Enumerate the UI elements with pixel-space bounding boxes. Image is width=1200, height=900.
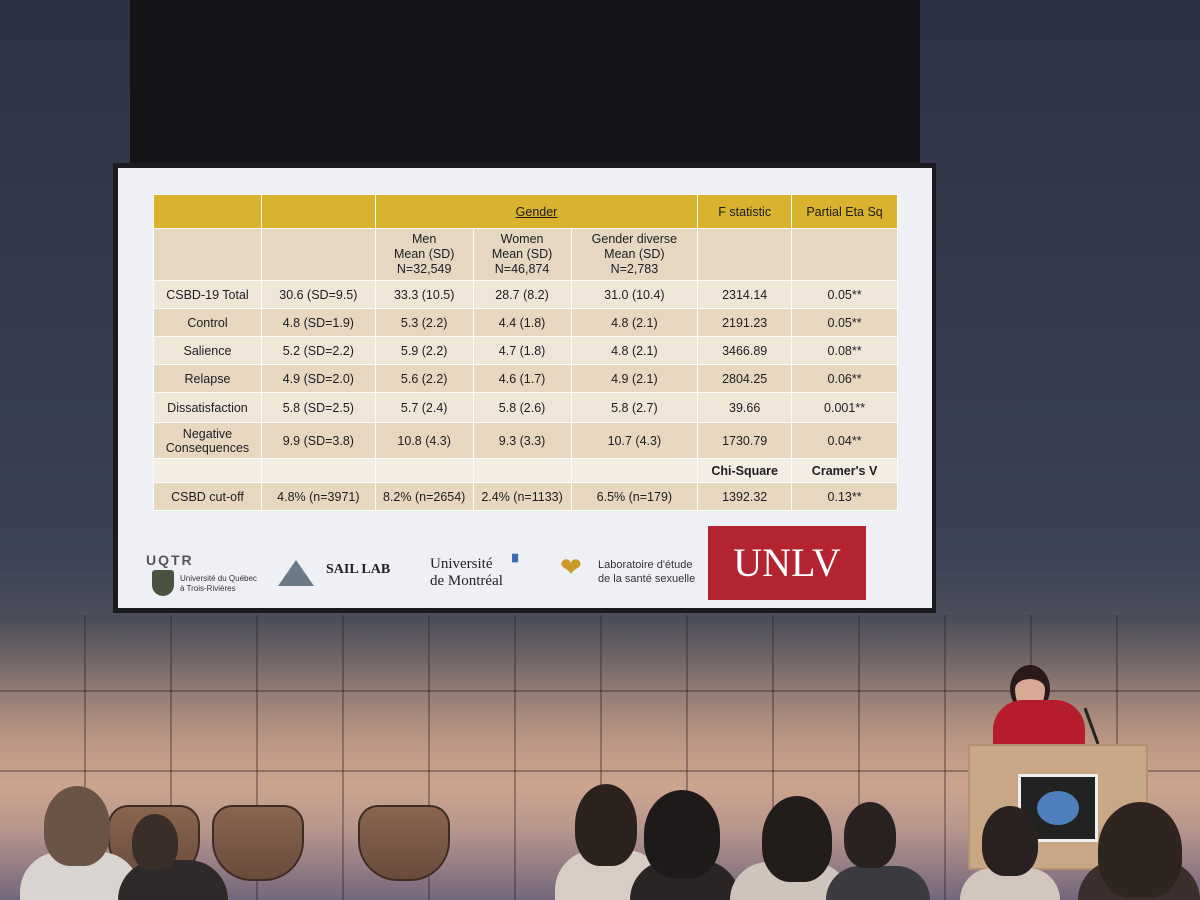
speaker — [993, 700, 1085, 746]
header-partial-eta: Partial Eta Sq — [791, 194, 898, 229]
table-row: CSBD-19 Total 30.6 (SD=9.5) 33.3 (10.5) … — [153, 280, 898, 309]
subheader-gender-diverse: Gender diverse Mean (SD) N=2,783 — [570, 228, 699, 281]
globe-icon — [1037, 791, 1079, 825]
stage-chair — [212, 805, 304, 881]
table-subheader-row: Men Mean (SD) N=32,549 Women Mean (SD) N… — [153, 228, 898, 281]
wall-seam — [0, 690, 1200, 692]
table-row: Salience 5.2 (SD=2.2) 5.9 (2.2) 4.7 (1.8… — [153, 336, 898, 365]
subheader-blank-cell — [697, 228, 793, 281]
wall-seam — [0, 770, 1200, 772]
presentation-slide: Gender F statistic Partial Eta Sq Men Me… — [118, 168, 932, 608]
podium-monitor — [1018, 774, 1098, 842]
results-table: Gender F statistic Partial Eta Sq Men Me… — [153, 194, 898, 511]
cutoff-row: CSBD cut-off 4.8% (n=3971) 8.2% (n=2654)… — [153, 482, 898, 511]
sail-lab-icon — [278, 560, 314, 586]
universite-de-montreal-logo: Université de Montréal — [430, 556, 503, 589]
projection-screen-top — [130, 0, 920, 168]
uqtr-logo-text: UQTR — [146, 552, 194, 568]
sail-lab-logo: SAIL LAB — [326, 562, 391, 577]
udem-emblem-icon: ∎ — [510, 549, 521, 566]
header-f-statistic: F statistic — [697, 194, 793, 229]
audience-head — [762, 796, 832, 882]
header-blank-cell — [153, 194, 262, 229]
logo-strip: UQTR Université du Québec à Trois-Rivièr… — [118, 526, 932, 608]
audience-head — [575, 784, 637, 866]
uqtr-shield-icon — [152, 570, 174, 596]
chi-square-header-row: Chi-Square Cramer's V — [153, 458, 898, 483]
uqtr-name-line2: à Trois-Rivières — [180, 584, 236, 593]
table-row: Control 4.8 (SD=1.9) 5.3 (2.2) 4.4 (1.8)… — [153, 308, 898, 337]
audience-member — [118, 860, 228, 900]
blank-cell — [374, 458, 474, 483]
header-gender: Gender — [374, 194, 699, 229]
blank-cell — [472, 458, 572, 483]
audience-head — [644, 790, 720, 878]
stage-chair — [358, 805, 450, 881]
header-blank-cell — [260, 194, 376, 229]
subheader-blank-cell — [791, 228, 898, 281]
subheader-blank-cell — [153, 228, 262, 281]
audience-head — [844, 802, 896, 868]
table-row: Negative Consequences 9.9 (SD=3.8) 10.8 … — [153, 422, 898, 459]
audience-member — [826, 866, 930, 900]
audience-head — [44, 786, 110, 866]
uqtr-name-line1: Université du Québec — [180, 574, 257, 583]
subheader-women: Women Mean (SD) N=46,874 — [472, 228, 572, 281]
header-chi-square: Chi-Square — [697, 458, 793, 483]
audience-head — [1098, 802, 1182, 898]
subheader-blank-cell — [260, 228, 376, 281]
audience-head — [982, 806, 1038, 876]
table-header-row: Gender F statistic Partial Eta Sq — [153, 194, 898, 229]
table-row: Relapse 4.9 (SD=2.0) 5.6 (2.2) 4.6 (1.7)… — [153, 364, 898, 393]
laboratoire-logo: Laboratoire d'étude de la santé sexuelle — [598, 559, 696, 585]
header-cramers-v: Cramer's V — [791, 458, 898, 483]
blank-cell — [570, 458, 699, 483]
heart-logo-icon: ❤ — [560, 552, 582, 582]
blank-cell — [153, 458, 262, 483]
table-row: Dissatisfaction 5.8 (SD=2.5) 5.7 (2.4) 5… — [153, 392, 898, 423]
unlv-logo: UNLV — [708, 526, 866, 600]
audience-head — [132, 814, 178, 870]
subheader-men: Men Mean (SD) N=32,549 — [374, 228, 474, 281]
blank-cell — [260, 458, 376, 483]
